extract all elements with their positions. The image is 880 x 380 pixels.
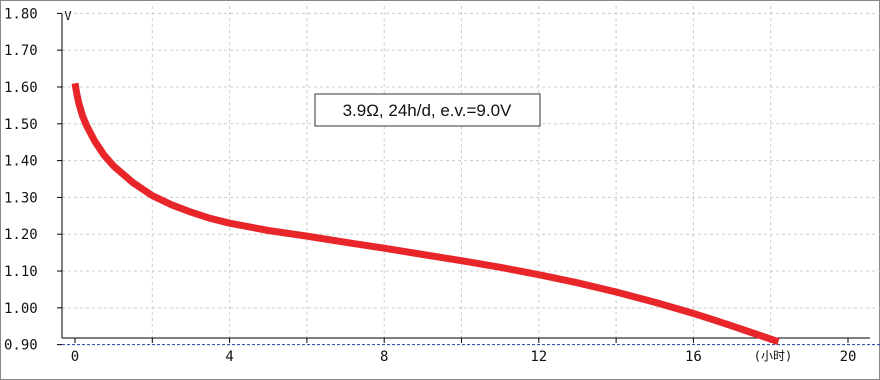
y-tick-label: 1.50 — [4, 117, 38, 133]
annotation-border — [314, 93, 541, 127]
series-layer — [71, 82, 780, 346]
y-tick-label: 1.20 — [4, 227, 38, 243]
x-tick-label: 12 — [530, 349, 547, 365]
x-tick-label: 0 — [71, 349, 79, 365]
label-layer: 0.90 1.00 1.10 1.20 1.30 1.40 1.50 1.60 1.70 1.80… — [4, 6, 856, 365]
y-tick-label: 1.30 — [4, 190, 38, 206]
y-tick-label: 1.80 — [4, 6, 38, 22]
y-tick-label: 1.10 — [4, 264, 38, 280]
x-tick-label: 8 — [380, 349, 388, 365]
x-tick-label: 16 — [685, 349, 702, 365]
x-axis-unit-label: (小时) — [754, 349, 792, 363]
y-tick-label: 1.70 — [4, 43, 38, 59]
y-tick-label: 1.00 — [4, 301, 38, 317]
y-tick-label: 0.90 — [4, 338, 38, 354]
annotation-label: 3.9Ω, 24h/d, e.v.=9.0V — [343, 101, 512, 120]
y-tick-label: 1.40 — [4, 154, 38, 170]
discharge-curve-line — [71, 82, 780, 346]
y-tick-label: 1.60 — [4, 80, 38, 96]
x-tick-label: 20 — [840, 349, 857, 365]
y-axis-unit-label: V — [64, 9, 71, 23]
x-tick-label: 4 — [225, 349, 233, 365]
axis-layer — [57, 12, 870, 346]
annotation-box: 3.9Ω, 24h/d, e.v.=9.0V — [314, 93, 541, 127]
